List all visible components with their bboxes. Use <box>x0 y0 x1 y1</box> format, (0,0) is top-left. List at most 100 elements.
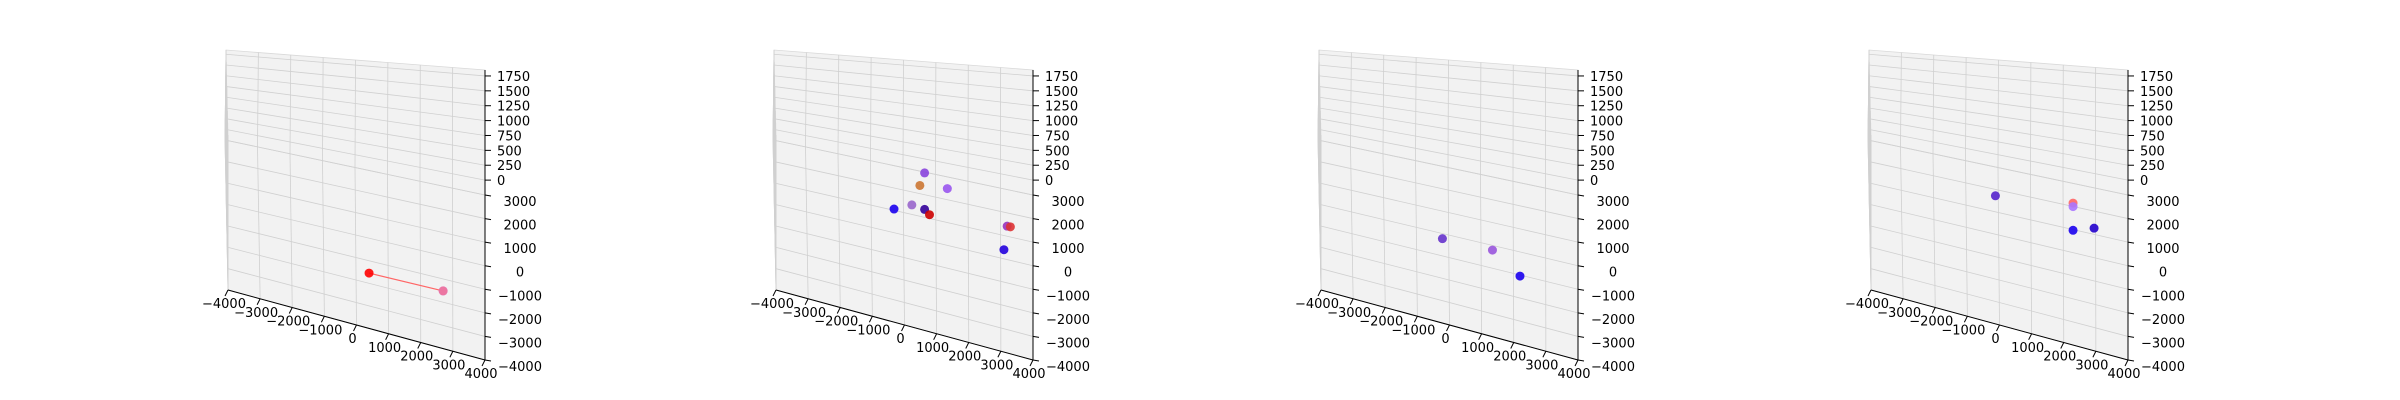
x-tick <box>2060 342 2065 349</box>
y-tick <box>1577 265 1585 268</box>
x-tick <box>1899 298 1904 305</box>
z-grid-back <box>1868 128 2129 181</box>
z-grid-back <box>1318 118 1579 166</box>
y-tick-label: 2000 <box>503 219 536 234</box>
z-grid-back <box>225 118 486 166</box>
z-grid-back <box>1868 118 2129 166</box>
x-grid-floor <box>967 181 970 343</box>
z-grid-back <box>1868 75 2129 107</box>
x-tick-label: 4000 <box>1012 367 1045 382</box>
z-tick-label: 500 <box>497 144 522 159</box>
x-tick <box>1413 316 1418 323</box>
z-tick-label: 1500 <box>1590 85 1623 100</box>
z-tick-label: 750 <box>1590 129 1615 144</box>
z-tick-label: 250 <box>1045 159 1070 174</box>
z-grid-back <box>773 107 1034 151</box>
x-grid-floor <box>1932 153 1936 308</box>
x-tick-label: 0 <box>1991 332 1999 347</box>
x-tick-label: −4000 <box>1295 297 1339 312</box>
data-point <box>920 168 930 178</box>
z-tick-label: 1000 <box>1590 115 1623 130</box>
x-tick-label: 4000 <box>464 367 497 382</box>
y-tick <box>2127 312 2135 315</box>
z-grid-back <box>1318 75 1579 107</box>
x-tick-label: 1000 <box>2011 341 2044 356</box>
y-tick <box>1032 335 1040 338</box>
y-grid-floor <box>775 246 1034 314</box>
y-grid-floor <box>774 225 1034 290</box>
y-tick <box>1032 265 1040 268</box>
y-grid-floor <box>1868 182 2129 243</box>
z-tick-label: 750 <box>1045 129 1070 144</box>
y-grid-floor <box>773 161 1034 219</box>
x-tick <box>449 351 454 358</box>
y-tick <box>1032 194 1040 197</box>
y-grid-floor <box>774 203 1034 267</box>
y-tick <box>2127 194 2135 197</box>
x-grid-floor <box>1512 181 1515 343</box>
y-tick-label: 0 <box>2159 266 2167 281</box>
y-grid-floor <box>1869 203 2129 267</box>
x-tick <box>1510 342 1515 349</box>
z-grid-back <box>773 64 1034 92</box>
data-point <box>907 200 917 210</box>
z-grid-back <box>773 128 1034 181</box>
x-grid-back <box>902 59 904 168</box>
x-tick <box>353 324 357 332</box>
x-tick <box>224 289 229 297</box>
y-grid-floor <box>225 182 486 243</box>
y-tick <box>2127 265 2135 268</box>
x-tick <box>965 342 970 349</box>
x-tick-label: −1000 <box>846 323 890 338</box>
x-tick <box>836 307 841 314</box>
y-tick-label: −2000 <box>2141 313 2185 328</box>
x-tick <box>804 298 809 305</box>
y-tick-label: −1000 <box>1591 289 1635 304</box>
x-grid-floor <box>289 153 293 308</box>
y-grid-floor <box>775 268 1034 337</box>
y-tick <box>1032 288 1040 291</box>
x-grid-floor <box>870 160 873 317</box>
x-grid-floor <box>1900 146 1904 299</box>
x-grid-back <box>1997 59 1999 168</box>
y-tick <box>484 359 492 362</box>
data-point <box>1005 222 1015 232</box>
z-grid-back <box>773 86 1034 121</box>
y-tick <box>484 194 492 197</box>
y-tick-label: 3000 <box>1051 195 1084 210</box>
y-grid-floor <box>227 268 486 337</box>
data-point <box>1487 245 1497 255</box>
z-tick-label: 750 <box>497 129 522 144</box>
y-grid-floor <box>773 182 1034 243</box>
x-tick <box>1349 298 1354 305</box>
y-grid-floor <box>1319 203 1579 267</box>
z-tick-label: 0 <box>2140 174 2148 189</box>
x-tick-label: −3000 <box>234 306 278 321</box>
x-tick <box>1478 333 1483 340</box>
y-tick-label: 0 <box>516 266 524 281</box>
x-grid-floor <box>837 153 841 308</box>
y-tick <box>2127 359 2135 362</box>
z-tick-label: 0 <box>497 174 505 189</box>
z-grid-back <box>773 118 1034 166</box>
x-tick <box>1317 289 1322 297</box>
data-point <box>999 245 1009 255</box>
y-tick <box>484 335 492 338</box>
data-point <box>1437 234 1447 244</box>
y-grid-floor <box>1319 225 1579 290</box>
z-grid-back <box>1868 86 2129 121</box>
x-tick-label: −4000 <box>1845 297 1889 312</box>
x-tick-label: 1000 <box>368 341 401 356</box>
x-tick <box>1446 324 1450 332</box>
y-tick-label: −3000 <box>1591 336 1635 351</box>
x-tick <box>1542 351 1547 358</box>
z-grid-left <box>1868 54 1872 143</box>
x-tick-label: −1000 <box>298 323 342 338</box>
x-tick <box>2124 359 2129 367</box>
y-tick <box>1577 241 1585 244</box>
x-tick <box>481 359 486 367</box>
